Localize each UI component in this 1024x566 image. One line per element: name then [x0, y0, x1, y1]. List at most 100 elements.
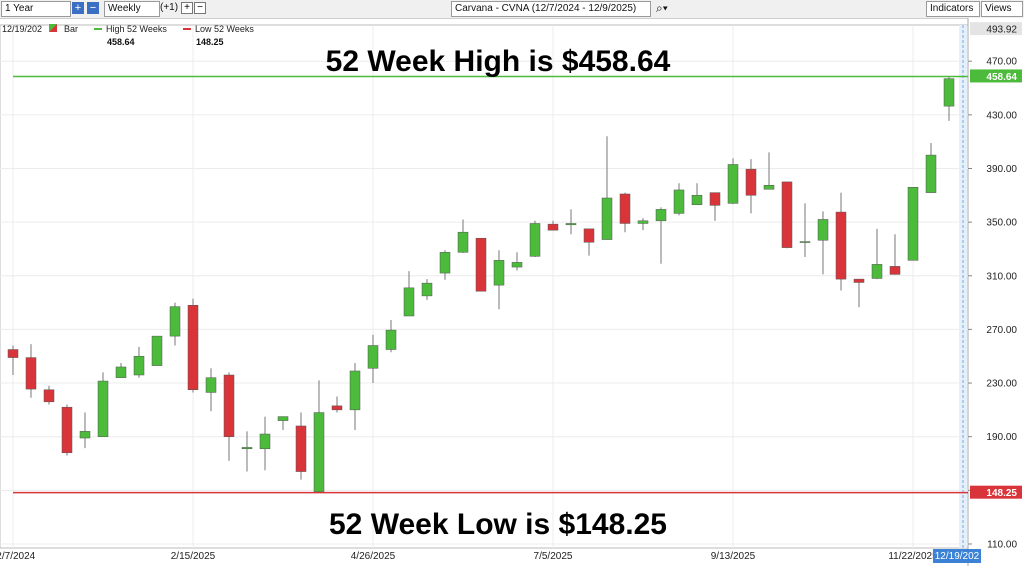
candle-body	[565, 223, 577, 226]
candle-body	[367, 345, 379, 369]
y-tick-label: 190.00	[986, 432, 1017, 443]
zoom-in[interactable]: +	[72, 2, 84, 14]
candle-body	[655, 209, 667, 222]
reference-axis-box	[970, 69, 1022, 83]
toolbar: 1 Year + − Weekly (+1) + − Carvana - CVN…	[0, 0, 1024, 19]
candle-body	[619, 193, 631, 224]
cursor-date-box	[933, 549, 981, 563]
candle-body	[313, 412, 325, 492]
offset-plus[interactable]: +	[181, 2, 193, 14]
y-tick-label: 350.00	[986, 218, 1017, 229]
candle-body	[61, 406, 73, 454]
indicators-button[interactable]: Indicators	[926, 1, 980, 17]
offset: (+1)	[160, 2, 179, 13]
candle-body	[583, 228, 595, 243]
candle-body	[133, 355, 145, 376]
candle-body	[763, 185, 775, 190]
candle-body	[205, 377, 217, 393]
candle-body	[439, 252, 451, 274]
annotation: 52 Week Low is $148.25	[329, 508, 667, 541]
candle-body	[817, 219, 829, 241]
candle-body	[403, 287, 415, 317]
legend-date: 12/19/202	[2, 24, 42, 34]
y-top-label: 493.92	[986, 25, 1017, 36]
candle-body	[79, 431, 91, 439]
legend-swatch	[49, 24, 57, 32]
candle-body	[835, 211, 847, 280]
candle-body	[601, 197, 613, 240]
x-tick-label: 12/7/2024	[0, 551, 36, 562]
candle-body	[475, 237, 487, 292]
views-button[interactable]: Views	[981, 1, 1023, 17]
candle-body	[295, 425, 307, 472]
x-tick-label: 2/15/2025	[171, 551, 216, 562]
candle-body	[547, 223, 559, 231]
candle-body	[889, 266, 901, 275]
candle-body	[691, 195, 703, 205]
axis-background	[968, 18, 1024, 566]
candle-body	[421, 282, 433, 297]
reference-axis-label: 148.25	[986, 488, 1017, 499]
search-icon[interactable]: ⌕▾	[656, 1, 668, 15]
symbol-select[interactable]: Carvana - CVNA (12/7/2024 - 12/9/2025)	[451, 1, 651, 17]
candle-body	[115, 366, 127, 378]
legend-value: 458.64	[107, 37, 135, 47]
y-tick-label: 230.00	[986, 379, 1017, 390]
annotation: 52 Week High is $458.64	[326, 45, 671, 78]
x-tick-label: 9/13/2025	[711, 551, 756, 562]
cursor-date-label: 12/19/202	[935, 551, 980, 562]
candle-body	[529, 223, 541, 257]
y-tick-label: 270.00	[986, 325, 1017, 336]
zoom-out[interactable]: −	[87, 2, 99, 14]
candle-body	[25, 357, 37, 390]
chart: 110.00150.00190.00230.00270.00310.00350.…	[0, 18, 1024, 566]
y-tick-label: 390.00	[986, 164, 1017, 175]
candle-body	[637, 220, 649, 224]
candle-body	[727, 164, 739, 204]
candle-body	[745, 168, 757, 196]
y-tick-label: 310.00	[986, 271, 1017, 282]
candle-body	[97, 380, 109, 437]
candle-body	[259, 433, 271, 450]
candle-body	[385, 329, 397, 350]
candle-body	[187, 305, 199, 391]
offset-minus[interactable]: −	[194, 2, 206, 14]
candle-body	[277, 416, 289, 421]
candle-body	[853, 278, 865, 283]
candle-body	[493, 260, 505, 286]
candle-body	[925, 154, 937, 193]
candle-body	[43, 389, 55, 403]
candle-body	[7, 349, 19, 358]
x-tick-label: 11/22/2025	[888, 551, 938, 562]
x-tick-label: 7/5/2025	[534, 551, 573, 562]
candle-body	[511, 262, 523, 268]
candle-body	[223, 374, 235, 437]
candle-body	[349, 370, 361, 411]
interval-select[interactable]: Weekly	[104, 1, 160, 17]
candle-body	[331, 405, 343, 411]
candle-body	[151, 335, 163, 366]
legend-entry: Bar	[64, 24, 78, 34]
candle-body	[241, 447, 253, 450]
x-tick-label: 4/26/2025	[351, 551, 396, 562]
reference-axis-label: 458.64	[986, 72, 1017, 83]
y-tick-label: 470.00	[986, 57, 1017, 68]
y-tick-label: 110.00	[987, 539, 1017, 550]
legend-entry: High 52 Weeks	[106, 24, 167, 34]
y-tick-label: 430.00	[986, 110, 1017, 121]
reference-axis-box	[970, 485, 1022, 499]
candle-body	[673, 189, 685, 214]
candle-body	[799, 241, 811, 243]
candle-body	[709, 192, 721, 206]
candle-body	[781, 181, 793, 248]
candle-body	[907, 187, 919, 261]
y-top-marker	[970, 22, 1022, 36]
legend-value: 148.25	[196, 37, 224, 47]
period-select[interactable]: 1 Year	[1, 1, 71, 17]
candle-body	[457, 231, 469, 253]
candle-body	[943, 78, 955, 107]
candle-body	[169, 306, 181, 337]
legend-entry: Low 52 Weeks	[195, 24, 254, 34]
candle-body	[871, 264, 883, 279]
